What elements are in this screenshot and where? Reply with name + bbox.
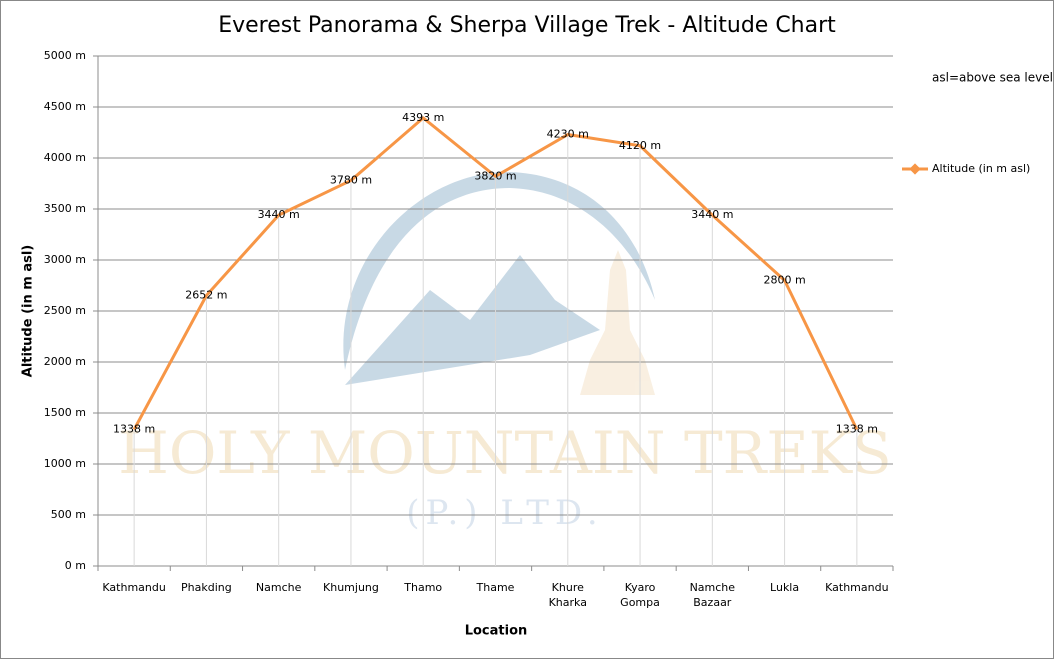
- chart-title: Everest Panorama & Sherpa Village Trek -…: [218, 13, 836, 38]
- x-tick-label: Khumjung: [323, 581, 379, 594]
- y-tick-label: 2000 m: [44, 355, 86, 368]
- data-label: 3780 m: [330, 173, 372, 186]
- watermark-subtext: (P.) LTD.: [406, 493, 603, 533]
- x-tick-label: Thame: [476, 581, 515, 594]
- series-line: [132, 116, 859, 431]
- data-label: 2652 m: [185, 288, 227, 301]
- x-tick-label: Khure Kharka: [548, 581, 587, 609]
- annotation: asl=above sea level: [932, 71, 1053, 85]
- data-label: 4120 m: [619, 139, 661, 152]
- watermark-logo: [343, 171, 655, 395]
- x-axis-title: Location: [465, 624, 528, 639]
- watermark-text: HOLY MOUNTAIN TREKS: [118, 419, 891, 487]
- y-tick-label: 3500 m: [44, 202, 86, 215]
- y-axis-title: Altitude (in m asl): [21, 245, 36, 377]
- x-tick-label: Thamo: [404, 581, 443, 594]
- y-tick-label: 4500 m: [44, 100, 86, 113]
- y-tick-label: 1000 m: [44, 457, 86, 470]
- y-tick-label: 4000 m: [44, 151, 86, 164]
- data-label: 1338 m: [836, 423, 878, 436]
- y-tick-label: 2500 m: [44, 304, 86, 317]
- x-tick-label: Namche: [255, 581, 302, 594]
- x-tick-label: Phakding: [181, 581, 232, 594]
- y-tick-label: 1500 m: [44, 406, 86, 419]
- legend-marker: [909, 163, 921, 175]
- y-tick-label: 0 m: [65, 559, 86, 572]
- data-label: 1338 m: [113, 423, 155, 436]
- x-tick-label: Namche Bazaar: [689, 581, 736, 609]
- data-label: 4393 m: [402, 111, 444, 124]
- y-tick-label: 3000 m: [44, 253, 86, 266]
- legend-label: Altitude (in m asl): [932, 162, 1030, 175]
- data-label: 2800 m: [763, 273, 805, 286]
- data-label: 4230 m: [547, 128, 589, 141]
- data-label: 3440 m: [691, 208, 733, 221]
- x-tick-label: Kathmandu: [825, 581, 889, 594]
- x-tick-label: Kyaro Gompa: [620, 581, 660, 609]
- data-label: 3820 m: [474, 169, 516, 182]
- y-tick-label: 5000 m: [44, 49, 86, 62]
- x-tick-label: Lukla: [770, 581, 800, 594]
- y-tick-label: 500 m: [51, 508, 86, 521]
- x-tick-label: Kathmandu: [102, 581, 166, 594]
- data-label: 3440 m: [258, 208, 300, 221]
